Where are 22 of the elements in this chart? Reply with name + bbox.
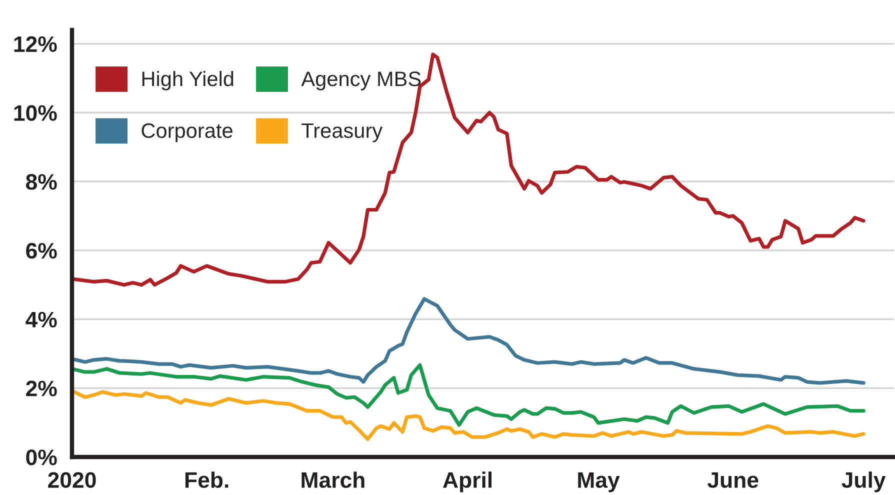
x-tick-label: 2020 (48, 472, 96, 488)
y-tick-label: 6% (26, 242, 57, 259)
x-tick-label: July (842, 472, 886, 492)
y-tick-label: 2% (26, 380, 57, 396)
x-tick-label: April (443, 472, 492, 492)
x-tick-label: Feb. (185, 472, 228, 488)
y-tick-label: 10% (14, 105, 57, 121)
y-tick-label: 4% (26, 312, 57, 328)
y-tick-label: 8% (26, 174, 57, 190)
x-tick-label: May (578, 472, 620, 492)
legend-label: High Yield (142, 70, 234, 90)
y-tick-label: 12% (14, 36, 57, 52)
line-series (72, 363, 866, 427)
legend-label: Corporate (142, 123, 232, 142)
x-tick-label: March (302, 472, 364, 488)
line-series (72, 52, 866, 287)
line-series (72, 297, 866, 385)
legend-label: Agency MBS (301, 71, 421, 90)
legend-label: Treasury (302, 123, 383, 142)
line-series (72, 389, 866, 441)
x-tick-label: June (707, 472, 758, 488)
y-tick-label: 0% (26, 450, 57, 466)
